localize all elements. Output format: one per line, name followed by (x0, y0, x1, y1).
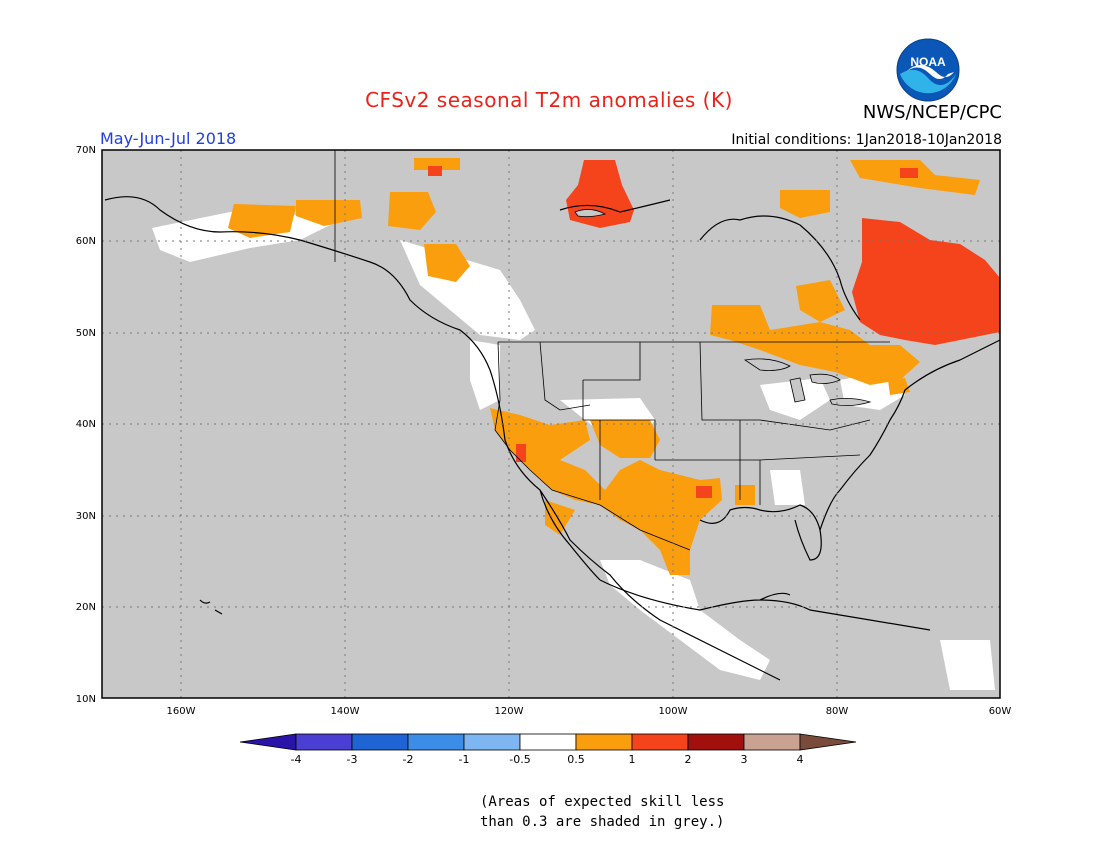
lon-label: 100W (659, 706, 688, 717)
skill-footnote: (Areas of expected skill less than 0.3 a… (480, 792, 724, 832)
map-frame (101, 149, 1001, 699)
lon-label: 140W (331, 706, 360, 717)
agency-label: NWS/NCEP/CPC (862, 102, 1002, 123)
color-scale-bar: -4 -3 -2 -1 -0.5 0.5 1 2 3 4 (239, 733, 857, 766)
lon-label: 80W (826, 706, 849, 717)
colorbar-segment (407, 733, 465, 751)
lat-label: 60N (76, 236, 96, 247)
colorbar-segment (575, 733, 633, 751)
colorbar-segment (799, 733, 857, 751)
footnote-line: than 0.3 are shaded in grey.) (480, 814, 725, 830)
colorbar-label: 0.5 (567, 753, 585, 766)
lon-label: 60W (989, 706, 1012, 717)
colorbar-label: 4 (797, 753, 804, 766)
colorbar-segment (743, 733, 801, 751)
colorbar-label: -3 (347, 753, 358, 766)
map-title: CFSv2 seasonal T2m anomalies (K) (365, 88, 733, 112)
coastlines (104, 196, 1001, 681)
lat-label: 10N (76, 694, 96, 705)
colorbar-label: 3 (741, 753, 748, 766)
positive-anomaly-regions (228, 158, 980, 575)
lon-label: 160W (167, 706, 196, 717)
colorbar-segment (463, 733, 521, 751)
lat-label: 70N (76, 145, 96, 156)
colorbar-label: -4 (291, 753, 302, 766)
colorbar-segment (519, 733, 577, 751)
lat-label: 20N (76, 602, 96, 613)
graticule (102, 150, 1000, 698)
colorbar-label: 1 (629, 753, 636, 766)
footnote-line: (Areas of expected skill less (480, 794, 725, 810)
colorbar-label: -0.5 (509, 753, 530, 766)
season-label: May-Jun-Jul 2018 (100, 129, 237, 148)
colorbar-label: -1 (459, 753, 470, 766)
logo-lettering: NOAA (910, 55, 946, 69)
colorbar-segment (687, 733, 745, 751)
lon-label: 120W (495, 706, 524, 717)
colorbar-segment (239, 733, 297, 751)
colorbar-label: -2 (403, 753, 414, 766)
political-boundaries (334, 150, 890, 551)
colorbar-segment (295, 733, 353, 751)
longitude-labels: 160W 140W 120W 100W 80W 60W (167, 706, 1012, 717)
colorbar-label: 2 (685, 753, 692, 766)
initial-conditions-label: Initial conditions: 1Jan2018-10Jan2018 (731, 132, 1002, 148)
colorbar-segment (631, 733, 689, 751)
great-lakes (574, 209, 872, 406)
lat-label: 30N (76, 511, 96, 522)
latitude-labels: 70N 60N 50N 40N 30N 20N 10N (76, 145, 96, 705)
lat-label: 50N (76, 328, 96, 339)
colorbar-segment (351, 733, 409, 751)
noaa-logo: NOAA (896, 38, 960, 102)
lat-label: 40N (76, 419, 96, 430)
